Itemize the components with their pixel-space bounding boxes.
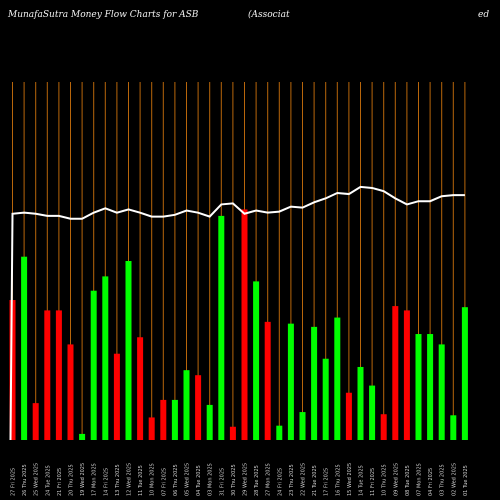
x-tick-label: 12 Wed 2025 [127,463,133,496]
money-flow-bar-down [380,414,387,440]
money-flow-bar-up [369,385,376,440]
money-flow-bar-down [264,321,271,440]
money-flow-bar-down [55,310,62,440]
x-tick-label: 15 Wed 2025 [347,463,353,496]
money-flow-bar-down [403,310,410,440]
x-tick-label: 28 Tue 2025 [254,465,260,496]
money-flow-bar-up [415,334,422,440]
money-flow-bar-up [311,326,318,440]
x-tick-label: 08 Tue 2025 [405,465,411,496]
chart-bars [9,209,468,440]
x-tick-label: 20 Thu 2025 [69,464,75,496]
money-flow-bar-up [102,276,109,440]
money-flow-bar-down [67,344,74,440]
x-tick-label: 03 Mon 2025 [208,463,214,496]
money-flow-bar-up [218,215,225,440]
money-flow-bar-down [148,417,155,440]
x-tick-label: 07 Mon 2025 [417,463,423,496]
chart-company: (Associat [248,10,290,20]
money-flow-bar-up [438,344,445,440]
x-tick-label: 16 Thu 2025 [335,464,341,496]
money-flow-bar-up [287,323,294,440]
x-tick-label: 27 Fri 2025 [11,468,17,496]
x-tick-label: 10 Mon 2025 [150,463,156,496]
money-flow-bar-up [357,366,364,440]
x-tick-label: 22 Wed 2025 [301,463,307,496]
x-tick-label: 17 Fri 2025 [324,468,330,496]
money-flow-bar-up [183,370,190,440]
money-flow-bar-up [427,334,434,440]
chart-title: MunafaSutra Money Flow Charts for ASB [8,10,199,20]
money-flow-bar-up [334,317,341,440]
money-flow-bar-down [160,399,167,440]
x-tick-label: 29 Wed 2025 [243,463,249,496]
x-tick-label: 21 Tue 2025 [312,465,318,496]
money-flow-bar-up [450,415,457,440]
money-flow-bar-down [241,209,248,440]
x-tick-label: 21 Fri 2025 [57,468,63,496]
x-tick-label: 04 Fri 2025 [428,468,434,496]
x-tick-label: 30 Thu 2025 [231,464,237,496]
money-flow-bar-down [9,300,16,440]
money-flow-bar-up [21,256,28,440]
x-tick-label: 17 Mon 2025 [92,463,98,496]
x-tick-label: 24 Fri 2025 [277,468,283,496]
x-tick-label: 09 Wed 2025 [393,463,399,496]
money-flow-bar-up [125,261,132,440]
x-tick-label: 05 Wed 2025 [185,463,191,496]
x-tick-label: 03 Thu 2025 [440,464,446,496]
x-tick-label: 23 Thu 2025 [289,464,295,496]
money-flow-bar-down [32,403,39,440]
x-axis-labels: 27 Fri 2025 26 Thu 2025 25 Wed 2025 24 Tue … [11,463,469,496]
x-tick-label: 31 Fri 2025 [219,468,225,496]
x-tick-label: 25 Wed 2025 [34,463,40,496]
x-tick-label: 01 Tue 2025 [463,465,469,496]
money-flow-bar-up [90,290,97,440]
money-flow-bar-down [345,392,352,440]
money-flow-bar-up [171,399,178,440]
money-flow-bar-down [195,375,202,440]
money-flow-bar-up [276,425,283,440]
money-flow-bar-up [322,358,329,440]
money-flow-bar-down [229,426,236,440]
money-flow-bar-down [44,310,51,440]
money-flow-line [9,185,465,441]
money-flow-bar-down [137,337,144,440]
money-flow-bar-up [299,412,306,440]
x-tick-label: 19 Wed 2025 [80,463,86,496]
money-flow-bar-down [392,306,399,440]
x-tick-label: 07 Fri 2025 [161,468,167,496]
x-tick-label: 24 Tue 2025 [45,465,51,496]
x-tick-label: 14 Fri 2025 [103,468,109,496]
x-tick-label: 27 Mon 2025 [266,463,272,496]
x-tick-label: 02 Wed 2025 [451,463,457,496]
x-tick-label: 14 Tue 2025 [359,465,365,496]
x-tick-label: 06 Thu 2025 [173,464,179,496]
x-tick-label: 11 Fri 2025 [370,468,376,496]
money-flow-bar-down [113,353,120,440]
x-tick-label: 10 Thu 2025 [382,464,388,496]
money-flow-bar-up [79,433,86,440]
x-tick-label: 04 Tue 2025 [196,465,202,496]
money-flow-bar-up [253,281,260,440]
money-flow-bar-up [461,307,468,440]
x-tick-label: 11 Tue 2025 [138,465,144,496]
money-flow-bar-up [206,404,213,440]
chart-company-end: ed [478,10,490,20]
x-tick-label: 13 Thu 2025 [115,464,121,496]
x-tick-label: 26 Thu 2025 [22,464,28,496]
